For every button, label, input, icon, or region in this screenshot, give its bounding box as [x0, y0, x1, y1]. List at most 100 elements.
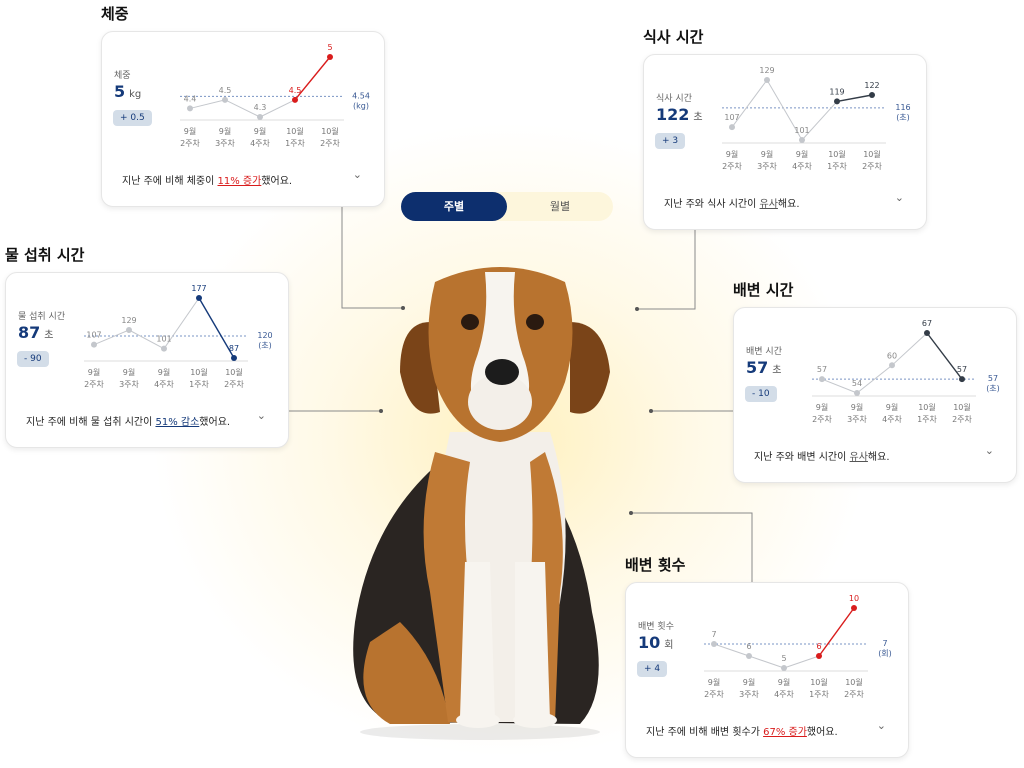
x-tick-month: 9월 [219, 126, 231, 136]
x-tick-month: 9월 [886, 402, 898, 412]
x-tick-week: 1주차 [917, 415, 937, 424]
series-segment [818, 607, 855, 657]
poop-time-card: 배변 시간 57 초 - 10 57 (초) 57 9월 2주차 54 9월 3주차 60 9월 4주… [733, 307, 1017, 483]
metric-label: 배변 횟수 [638, 622, 674, 632]
series-segment [926, 332, 963, 380]
x-tick-month: 9월 [708, 677, 720, 687]
x-tick-week: 2주차 [844, 690, 864, 699]
data-label: 119 [829, 87, 844, 96]
summary-pre: 지난 주와 식사 시간이 [664, 199, 760, 210]
x-tick-month: 10월 [828, 149, 846, 159]
change-badge: + 3 [655, 133, 686, 149]
summary-pre: 지난 주에 비해 배변 횟수가 [646, 727, 764, 738]
x-tick-week: 4주차 [154, 380, 174, 389]
x-tick-week: 1주차 [809, 690, 829, 699]
data-label: 4.5 [289, 86, 302, 95]
metric-label: 식사 시간 [656, 94, 692, 104]
data-point [819, 376, 825, 383]
metric-value: 87 초 [18, 323, 53, 342]
meal-card: 식사 시간 122 초 + 3 116 (초) 107 9월 2주차 129 9월 3주차 101… [643, 54, 927, 230]
data-label: 122 [864, 81, 879, 90]
chevron-down-icon[interactable]: ⌄ [352, 168, 362, 181]
change-badge: - 90 [17, 351, 49, 367]
summary-post: 해요. [777, 199, 800, 210]
series-segment [766, 79, 803, 141]
summary-text: 지난 주에 비해 체중이 11% 증가했어요. [122, 172, 292, 187]
series-segment [259, 99, 296, 118]
trend-chart: 4.54(kg) 4.4 9월 2주차 4.5 9월 3주차 4.3 9월 4주차 4.5 10월 1주… [180, 43, 370, 148]
series-segment [731, 79, 768, 128]
x-tick-week: 2주차 [952, 415, 972, 424]
change-badge: - 10 [745, 386, 777, 402]
data-point [764, 77, 770, 83]
series-segment [128, 329, 165, 350]
data-point [161, 345, 167, 352]
x-tick-month: 10월 [918, 402, 936, 412]
average-value: 7 [882, 639, 887, 648]
data-label: 57 [957, 365, 967, 374]
average-value: 4.54 [352, 91, 370, 100]
data-point [924, 330, 930, 336]
average-unit: (kg) [353, 101, 369, 110]
x-tick-month: 10월 [321, 126, 339, 136]
toggle-monthly[interactable]: 월별 [549, 200, 571, 213]
data-label: 67 [922, 319, 932, 328]
value-number: 10 [638, 633, 661, 652]
summary-pre: 지난 주에 비해 물 섭취 시간이 [26, 417, 156, 428]
x-tick-month: 9월 [88, 367, 100, 377]
summary-highlight: 11% 증가 [217, 176, 262, 187]
chevron-down-icon[interactable]: ⌄ [876, 719, 886, 732]
value-unit: kg [129, 89, 142, 100]
x-tick-month: 9월 [851, 402, 863, 412]
data-label: 129 [759, 66, 774, 75]
summary-post: 했어요. [806, 727, 838, 738]
chevron-down-icon[interactable]: ⌄ [256, 409, 266, 422]
series-segment [198, 297, 235, 359]
data-point [889, 362, 895, 369]
x-tick-month: 9월 [184, 126, 196, 136]
x-tick-week: 1주차 [189, 380, 209, 389]
x-tick-month: 9월 [743, 677, 755, 687]
data-label: 6 [746, 642, 751, 651]
series-segment [713, 643, 750, 657]
x-tick-week: 2주차 [704, 690, 724, 699]
data-point [196, 295, 202, 301]
data-point [187, 105, 193, 112]
poop-time-section-title: 배변 시간 [733, 281, 794, 299]
data-point [711, 641, 717, 647]
data-label: 5 [781, 654, 786, 663]
chevron-down-icon[interactable]: ⌄ [984, 444, 994, 457]
x-tick-week: 2주차 [812, 415, 832, 424]
x-tick-week: 3주차 [215, 139, 235, 148]
water-section-title: 물 섭취 시간 [5, 246, 85, 264]
series-segment [748, 655, 785, 669]
value-unit: 초 [693, 112, 703, 123]
toggle-weekly[interactable]: 주별 [401, 192, 507, 221]
x-tick-week: 2주차 [180, 139, 200, 148]
period-toggle: 주별 월별 [401, 192, 613, 221]
series-segment [821, 378, 858, 394]
x-tick-week: 4주차 [774, 690, 794, 699]
data-label: 4.3 [254, 103, 267, 112]
average-value: 120 [257, 331, 272, 340]
x-tick-month: 10월 [225, 367, 243, 377]
summary-highlight: 67% 증가 [763, 727, 807, 738]
x-tick-month: 10월 [953, 402, 971, 412]
series-segment [189, 99, 226, 109]
chevron-down-icon[interactable]: ⌄ [894, 191, 904, 204]
series-segment [856, 364, 893, 394]
x-tick-week: 4주차 [792, 162, 812, 171]
x-tick-month: 10월 [863, 149, 881, 159]
data-point [834, 98, 840, 105]
value-unit: 초 [44, 330, 54, 341]
x-tick-month: 10월 [286, 126, 304, 136]
data-label: 5 [327, 43, 332, 52]
x-tick-month: 10월 [190, 367, 208, 377]
x-tick-week: 2주차 [224, 380, 244, 389]
value-number: 57 [746, 358, 769, 377]
data-label: 4.4 [184, 94, 197, 103]
x-tick-week: 2주차 [862, 162, 882, 171]
beagle-dog-image [353, 267, 610, 740]
x-tick-week: 3주차 [757, 162, 777, 171]
metric-value: 122 초 [656, 105, 703, 124]
